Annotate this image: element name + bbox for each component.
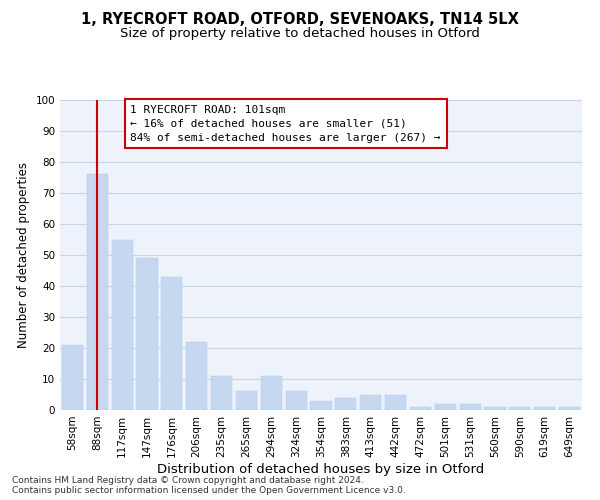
Bar: [460, 404, 481, 410]
Bar: [310, 400, 332, 410]
Bar: [360, 394, 381, 410]
Bar: [410, 407, 431, 410]
Bar: [385, 394, 406, 410]
Bar: [559, 407, 580, 410]
Text: Contains HM Land Registry data © Crown copyright and database right 2024.
Contai: Contains HM Land Registry data © Crown c…: [12, 476, 406, 495]
Bar: [136, 258, 158, 410]
Bar: [87, 174, 108, 410]
Bar: [112, 240, 133, 410]
Bar: [335, 398, 356, 410]
Bar: [261, 376, 282, 410]
Bar: [484, 407, 506, 410]
Bar: [186, 342, 207, 410]
Y-axis label: Number of detached properties: Number of detached properties: [17, 162, 30, 348]
Bar: [534, 407, 555, 410]
Bar: [62, 345, 83, 410]
Bar: [211, 376, 232, 410]
Bar: [435, 404, 456, 410]
Text: Size of property relative to detached houses in Otford: Size of property relative to detached ho…: [120, 28, 480, 40]
Bar: [161, 276, 182, 410]
Bar: [286, 392, 307, 410]
Text: 1, RYECROFT ROAD, OTFORD, SEVENOAKS, TN14 5LX: 1, RYECROFT ROAD, OTFORD, SEVENOAKS, TN1…: [81, 12, 519, 28]
Text: 1 RYECROFT ROAD: 101sqm
← 16% of detached houses are smaller (51)
84% of semi-de: 1 RYECROFT ROAD: 101sqm ← 16% of detache…: [130, 104, 441, 142]
Bar: [509, 407, 530, 410]
X-axis label: Distribution of detached houses by size in Otford: Distribution of detached houses by size …: [157, 462, 485, 475]
Bar: [236, 392, 257, 410]
